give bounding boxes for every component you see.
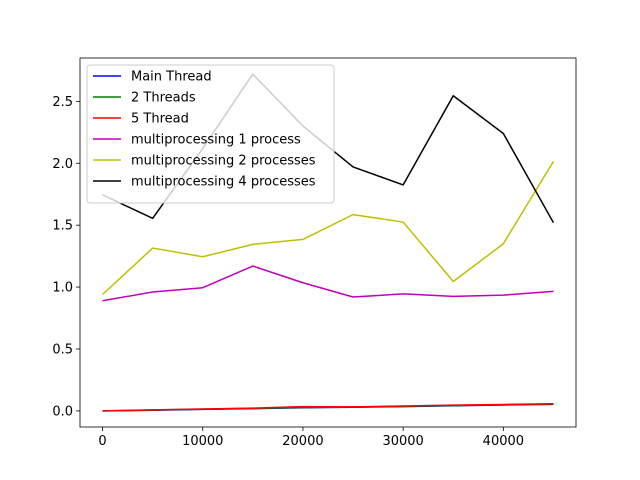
legend-label-5: multiprocessing 4 processes xyxy=(131,175,316,190)
y-tick-label: 0.0 xyxy=(52,404,73,419)
legend-label-4: multiprocessing 2 processes xyxy=(131,154,316,169)
y-tick-label: 1.0 xyxy=(52,281,73,296)
x-axis: 0 10000 20000 30000 40000 xyxy=(98,427,524,449)
legend-label-2: 5 Thread xyxy=(131,112,189,127)
legend-label-3: multiprocessing 1 process xyxy=(131,133,301,148)
y-tick-label: 2.0 xyxy=(52,157,73,172)
plot-frame xyxy=(79,57,577,428)
y-tick-label: 1.5 xyxy=(52,219,73,234)
legend: Main Thread 2 Threads 5 Thread multiprocess… xyxy=(86,64,335,204)
x-tick-label: 30000 xyxy=(382,434,423,449)
x-tick-label: 40000 xyxy=(483,434,524,449)
series-line-3 xyxy=(102,265,554,302)
y-axis: 0.0 0.5 1.0 1.5 2.0 2.5 xyxy=(52,95,80,419)
y-tick-label: 2.5 xyxy=(52,95,73,110)
series-line-2 xyxy=(102,402,554,412)
x-tick-label: 0 xyxy=(98,434,106,449)
y-tick-label: 0.5 xyxy=(52,342,73,357)
series-line-4 xyxy=(102,161,555,296)
legend-box xyxy=(86,64,335,204)
x-tick-label: 20000 xyxy=(282,434,323,449)
x-tick-label: 10000 xyxy=(182,434,223,449)
legend-label-0: Main Thread xyxy=(131,70,212,85)
legend-label-1: 2 Threads xyxy=(131,91,196,106)
